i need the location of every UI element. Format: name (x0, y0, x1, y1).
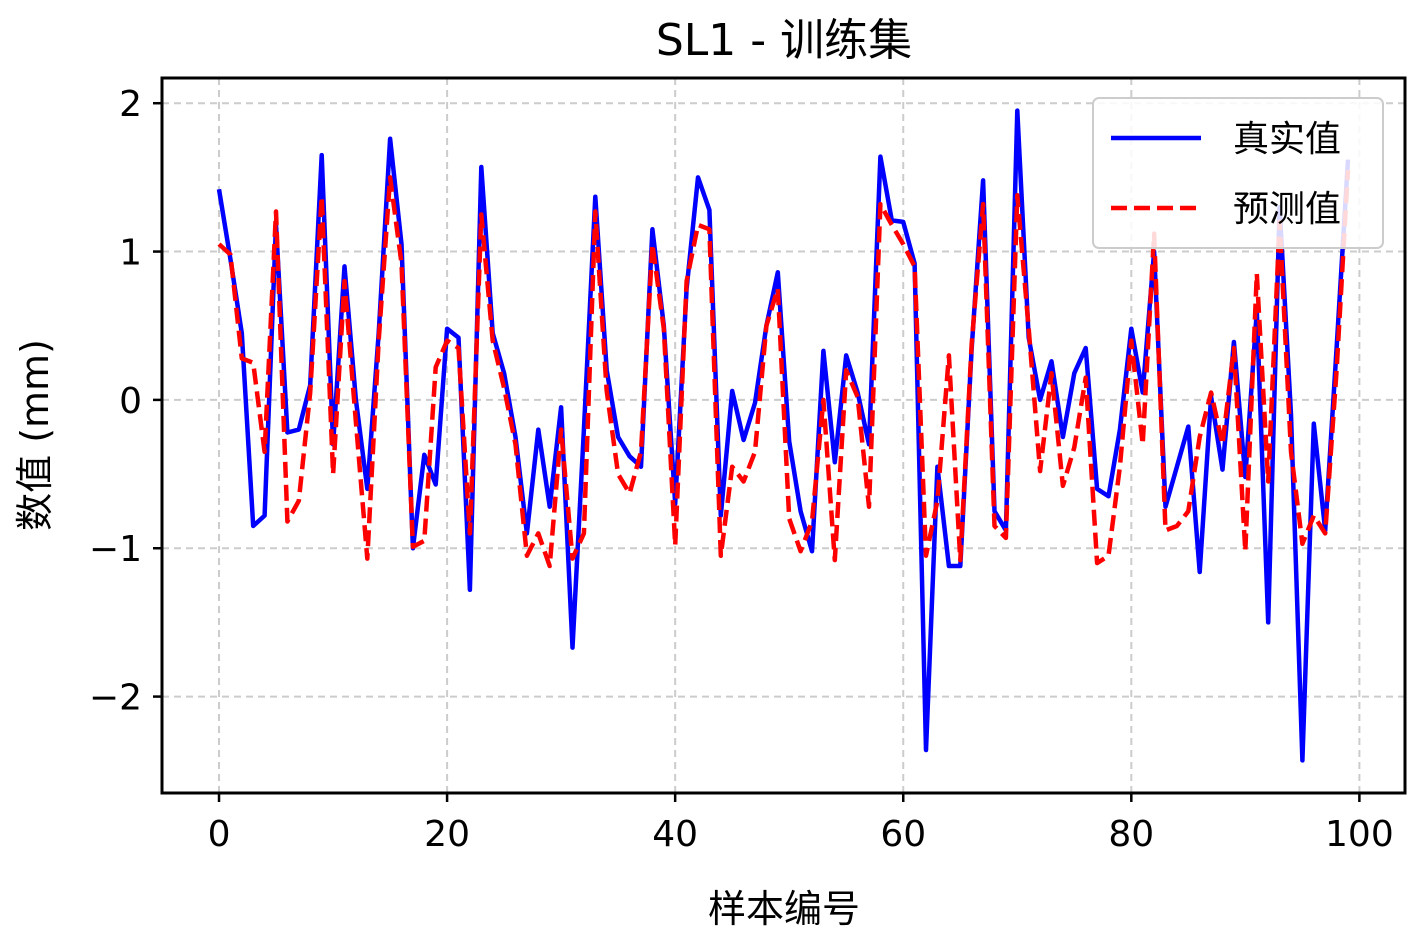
y-tick-label: −2 (89, 678, 142, 719)
y-tick-label: 1 (119, 233, 142, 274)
chart-title: SL1 - 训练集 (656, 15, 912, 66)
x-tick-label: 100 (1325, 814, 1394, 855)
x-tick-label: 40 (652, 814, 698, 855)
y-tick-label: −1 (89, 529, 142, 570)
legend-label: 预测值 (1233, 189, 1341, 230)
plot-frame (160, 76, 1407, 795)
y-axis-title: 数值 (mm) (13, 339, 57, 531)
x-tick-label: 20 (424, 814, 470, 855)
series-layer (216, 108, 1351, 763)
legend-box (1092, 97, 1384, 249)
x-tick-label: 60 (880, 814, 926, 855)
x-axis-title: 样本编号 (708, 887, 860, 931)
y-tick-label: 2 (119, 84, 142, 125)
legend-label: 真实值 (1233, 119, 1341, 160)
y-axis: −2 −1 0 1 2 (89, 84, 162, 719)
x-tick-label: 0 (208, 814, 231, 855)
x-axis: 0 20 40 60 80 100 (208, 793, 1394, 855)
x-tick-label: 80 (1108, 814, 1154, 855)
series-line-2 (217, 169, 1351, 569)
y-tick-label: 0 (119, 381, 142, 422)
